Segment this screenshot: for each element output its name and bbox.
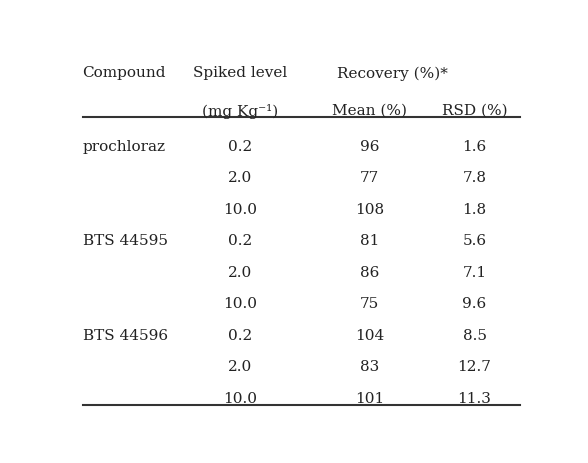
Text: 96: 96 bbox=[360, 139, 379, 153]
Text: 101: 101 bbox=[355, 391, 385, 405]
Text: 9.6: 9.6 bbox=[462, 297, 487, 311]
Text: 1.8: 1.8 bbox=[462, 202, 487, 216]
Text: 81: 81 bbox=[360, 234, 379, 248]
Text: (mg Kg⁻¹): (mg Kg⁻¹) bbox=[202, 104, 278, 119]
Text: BTS 44596: BTS 44596 bbox=[82, 328, 168, 342]
Text: 2.0: 2.0 bbox=[228, 171, 252, 185]
Text: 0.2: 0.2 bbox=[228, 234, 252, 248]
Text: 2.0: 2.0 bbox=[228, 265, 252, 279]
Text: 10.0: 10.0 bbox=[223, 297, 257, 311]
Text: 2.0: 2.0 bbox=[228, 360, 252, 374]
Text: Mean (%): Mean (%) bbox=[332, 104, 407, 118]
Text: prochloraz: prochloraz bbox=[82, 139, 166, 153]
Text: 7.8: 7.8 bbox=[463, 171, 486, 185]
Text: 10.0: 10.0 bbox=[223, 391, 257, 405]
Text: 10.0: 10.0 bbox=[223, 202, 257, 216]
Text: 7.1: 7.1 bbox=[462, 265, 487, 279]
Text: 0.2: 0.2 bbox=[228, 139, 252, 153]
Text: Compound: Compound bbox=[82, 66, 166, 80]
Text: 77: 77 bbox=[360, 171, 379, 185]
Text: 75: 75 bbox=[360, 297, 379, 311]
Text: 83: 83 bbox=[360, 360, 379, 374]
Text: RSD (%): RSD (%) bbox=[442, 104, 507, 118]
Text: 108: 108 bbox=[355, 202, 385, 216]
Text: 8.5: 8.5 bbox=[463, 328, 486, 342]
Text: BTS 44595: BTS 44595 bbox=[82, 234, 168, 248]
Text: 11.3: 11.3 bbox=[457, 391, 492, 405]
Text: 104: 104 bbox=[355, 328, 385, 342]
Text: 0.2: 0.2 bbox=[228, 328, 252, 342]
Text: 1.6: 1.6 bbox=[462, 139, 487, 153]
Text: 86: 86 bbox=[360, 265, 379, 279]
Text: Recovery (%)*: Recovery (%)* bbox=[337, 66, 448, 81]
Text: Spiked level: Spiked level bbox=[193, 66, 287, 80]
Text: 5.6: 5.6 bbox=[462, 234, 487, 248]
Text: 12.7: 12.7 bbox=[457, 360, 492, 374]
